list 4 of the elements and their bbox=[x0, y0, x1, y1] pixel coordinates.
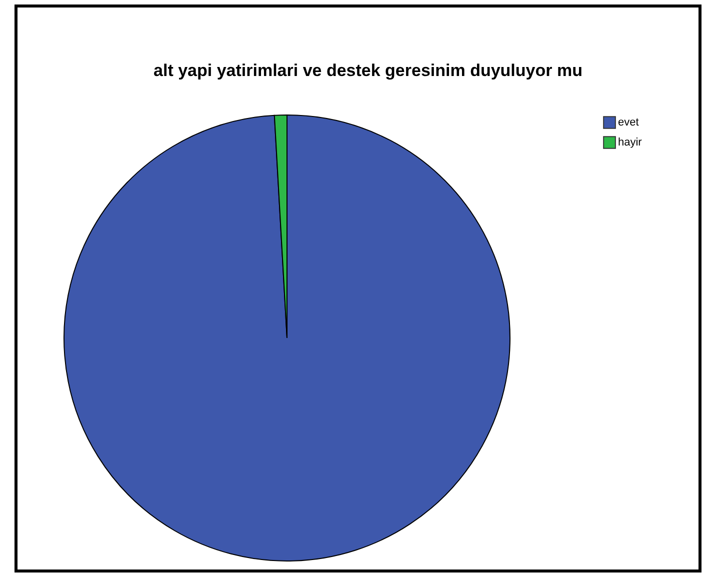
legend-label: hayir bbox=[618, 136, 642, 148]
pie-slice bbox=[64, 114, 510, 562]
legend-label: evet bbox=[618, 116, 639, 128]
chart-title: alt yapi yatirimlari ve destek geresinim duyuluyor mu bbox=[154, 61, 582, 80]
